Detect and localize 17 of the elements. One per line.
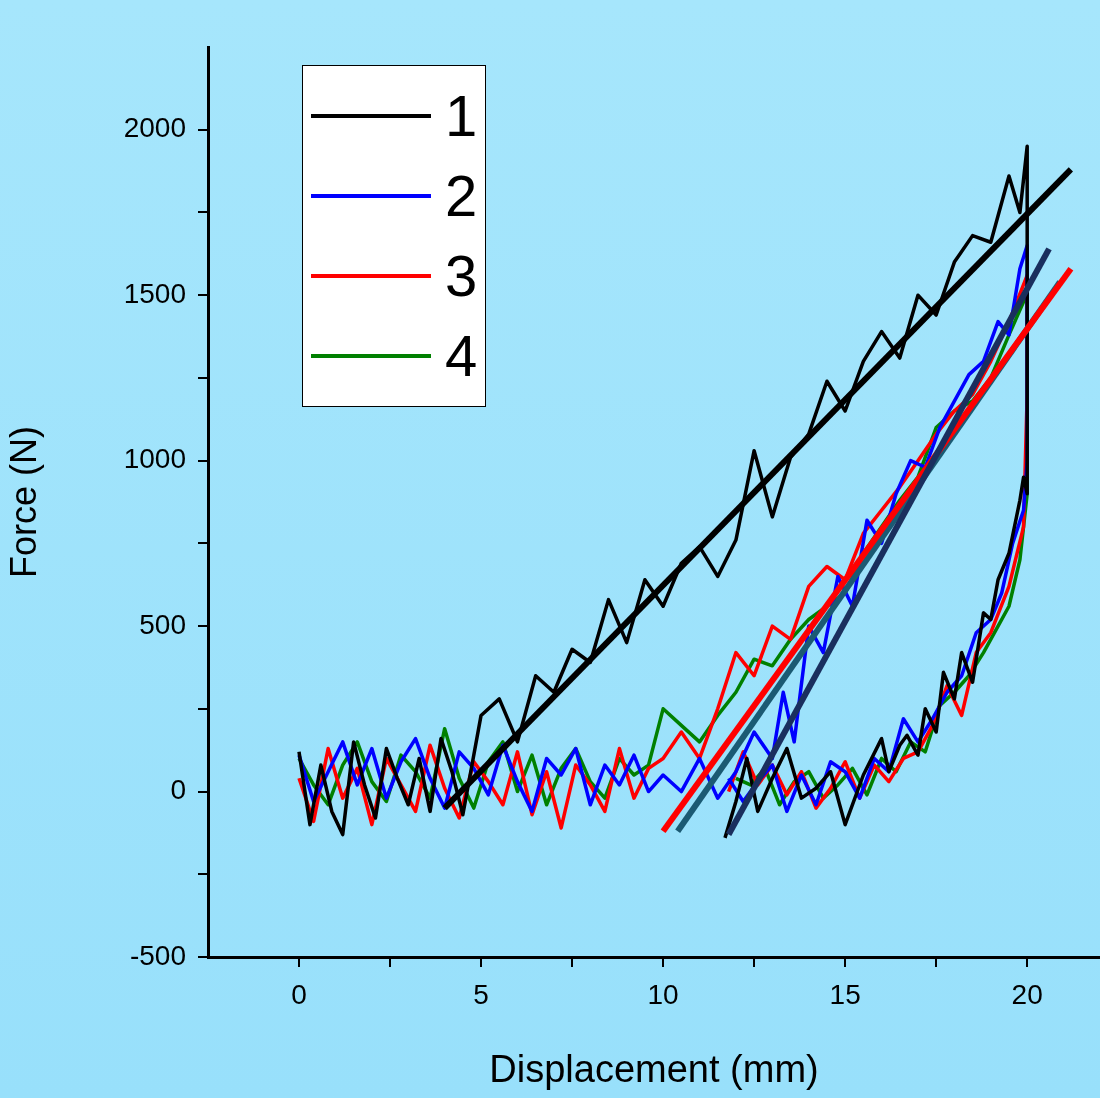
x-tick-label: 5 bbox=[473, 978, 489, 1010]
y-axis-title: Force (N) bbox=[2, 426, 44, 578]
x-axis-title: Displacement (mm) bbox=[489, 1047, 819, 1090]
y-tick-label: 1500 bbox=[123, 277, 186, 309]
y-tick-label: 1000 bbox=[123, 443, 186, 475]
y-tick-label: 500 bbox=[139, 608, 186, 640]
x-tick-label: 10 bbox=[647, 978, 679, 1010]
legend-label: 2 bbox=[445, 163, 478, 228]
legend-label: 1 bbox=[445, 83, 478, 148]
legend-label: 4 bbox=[445, 323, 478, 388]
x-tick-label: 0 bbox=[291, 978, 307, 1010]
x-tick-label: 20 bbox=[1011, 978, 1043, 1010]
legend-label: 3 bbox=[445, 243, 478, 308]
y-tick-label: 0 bbox=[170, 774, 186, 806]
y-tick-label: 2000 bbox=[123, 112, 186, 144]
y-tick-label: -500 bbox=[129, 939, 186, 971]
x-tick-label: 15 bbox=[829, 978, 861, 1010]
